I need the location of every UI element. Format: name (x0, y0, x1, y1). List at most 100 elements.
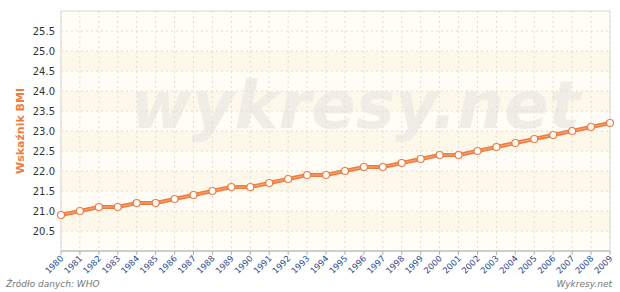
x-tick-label: 2004 (497, 253, 519, 275)
grid-line (534, 11, 535, 251)
point (323, 172, 330, 179)
point (398, 160, 405, 167)
x-tick (98, 251, 99, 255)
x-tick (155, 251, 156, 255)
point (436, 152, 443, 159)
x-tick-label: 2002 (460, 253, 482, 275)
x-tick (591, 251, 592, 255)
x-tick (610, 251, 611, 255)
x-tick (269, 251, 270, 255)
point (247, 184, 254, 191)
x-tick (61, 251, 62, 255)
plot-frame (61, 11, 610, 251)
point (569, 128, 576, 135)
x-tick-label: 1997 (365, 253, 387, 275)
grid-line (458, 11, 459, 251)
grid-line (344, 11, 345, 251)
x-tick (401, 251, 402, 255)
x-tick-label: 1989 (213, 253, 235, 275)
x-tick (136, 251, 137, 255)
line (61, 123, 610, 215)
grid-line (174, 11, 175, 251)
point (285, 176, 292, 183)
point (304, 172, 311, 179)
line-shadow (61, 123, 610, 215)
x-tick (496, 251, 497, 255)
point (152, 200, 159, 207)
grid-line (477, 11, 478, 251)
grid-line (61, 71, 610, 72)
x-tick-label: 2009 (592, 253, 614, 275)
chart: wykresy.net20.521.021.522.022.523.023.52… (0, 0, 620, 292)
grid-line (155, 11, 156, 251)
point (171, 196, 178, 203)
chart-container: wykresy.net20.521.021.522.022.523.023.52… (0, 0, 620, 292)
point (228, 184, 235, 191)
x-tick (477, 251, 478, 255)
point (209, 188, 216, 195)
point (455, 152, 462, 159)
point (531, 136, 538, 143)
point (550, 132, 557, 139)
x-tick-label: 1988 (194, 253, 216, 275)
x-tick-label: 1995 (327, 253, 349, 275)
grid-line (98, 11, 99, 251)
point (417, 156, 424, 163)
grid-line (193, 11, 194, 251)
grid-line (61, 231, 610, 232)
x-tick-label: 1990 (232, 253, 254, 275)
point (266, 180, 273, 187)
x-tick (326, 251, 327, 255)
y-tick-label: 24.5 (33, 66, 55, 77)
point (360, 164, 367, 171)
x-tick-label: 1986 (157, 253, 179, 275)
grid-line (117, 11, 118, 251)
y-tick-label: 23.0 (33, 126, 55, 137)
x-tick-label: 1991 (251, 253, 273, 275)
grid-line (326, 11, 327, 251)
x-tick (420, 251, 421, 255)
grid-line (363, 11, 364, 251)
grid-line (61, 211, 610, 212)
series (58, 120, 614, 219)
x-tick-label: 1993 (289, 253, 311, 275)
y-tick-label: 23.5 (33, 106, 55, 117)
x-tick-label: 2001 (441, 253, 463, 275)
y-tick-label: 25.5 (33, 26, 55, 37)
x-tick (553, 251, 554, 255)
point (607, 120, 614, 127)
x-tick (344, 251, 345, 255)
y-tick-label: 22.0 (33, 166, 55, 177)
plot-background (61, 11, 610, 251)
grid-line (288, 11, 289, 251)
x-tick (363, 251, 364, 255)
point (379, 164, 386, 171)
x-tick (534, 251, 535, 255)
y-tick-label: 22.5 (33, 146, 55, 157)
source: Źródło danych: WHO (5, 278, 100, 289)
x-tick-label: 1994 (308, 253, 330, 275)
grid-line (136, 11, 137, 251)
x-tick (307, 251, 308, 255)
x-tick-label: 1981 (62, 253, 84, 275)
point (76, 208, 83, 215)
x-tick-label: 1996 (346, 253, 368, 275)
y-axis-label: Wskaźnik BMI (14, 88, 27, 174)
x-tick (117, 251, 118, 255)
x-tick (250, 251, 251, 255)
grid-line (61, 131, 610, 132)
grid-line (496, 11, 497, 251)
grid-line (231, 11, 232, 251)
point (95, 204, 102, 211)
point (588, 124, 595, 131)
x-tick-label: 1987 (176, 253, 198, 275)
grid-line (61, 91, 610, 92)
x-tick (439, 251, 440, 255)
credit: Wykresy.net (556, 279, 612, 289)
x-tick (174, 251, 175, 255)
grid-line (61, 111, 610, 112)
x-tick-label: 1984 (119, 253, 141, 275)
grid-line (61, 151, 610, 152)
grid-line (61, 31, 610, 32)
x-tick-label: 2006 (535, 253, 557, 275)
